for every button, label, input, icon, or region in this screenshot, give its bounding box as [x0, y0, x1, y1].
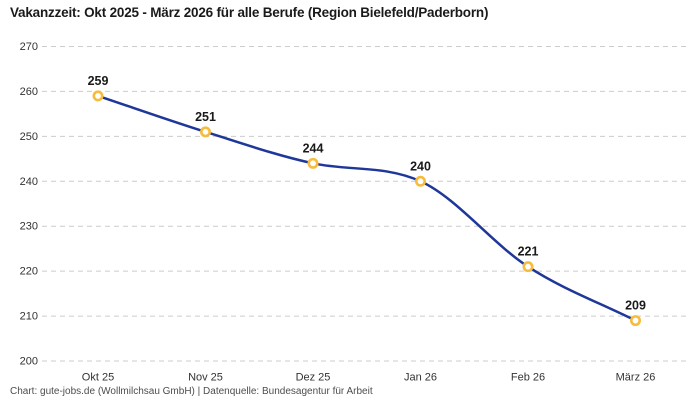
- data-point-label: 209: [625, 299, 646, 313]
- y-tick-label: 270: [20, 41, 38, 53]
- data-point-marker: [629, 315, 641, 327]
- y-tick-label: 230: [20, 221, 38, 233]
- x-axis-tick-labels: Okt 25 Nov 25 Dez 25 Jan 26 Feb 26 März 26: [82, 372, 656, 384]
- data-point-label: 240: [410, 159, 431, 173]
- x-tick-label: Jan 26: [404, 372, 437, 384]
- x-tick-label: Okt 25: [82, 372, 114, 384]
- data-point-marker: [92, 90, 104, 102]
- y-tick-label: 250: [20, 131, 38, 143]
- data-point-marker: [307, 157, 319, 169]
- series-line: [96, 94, 637, 322]
- data-points-group: [92, 90, 641, 327]
- y-tick-label: 220: [20, 266, 38, 278]
- x-tick-label: Dez 25: [296, 372, 331, 384]
- y-tick-label: 210: [20, 311, 38, 323]
- data-point-label: 259: [88, 74, 109, 88]
- data-point-label: 251: [195, 110, 216, 124]
- y-tick-label: 200: [20, 356, 38, 368]
- data-point-marker: [522, 261, 534, 273]
- gridlines-group: [42, 46, 686, 362]
- data-point-label: 221: [518, 245, 539, 259]
- data-point-label: 244: [303, 141, 324, 155]
- data-point-marker: [414, 175, 426, 187]
- chart-title: Vakanzzeit: Okt 2025 - März 2026 für all…: [10, 5, 489, 20]
- data-point-marker: [200, 126, 212, 138]
- x-tick-label: Nov 25: [188, 372, 223, 384]
- y-tick-label: 260: [20, 86, 38, 98]
- y-axis-tick-labels: 200 210 220 230 240 250 260 270: [20, 41, 38, 368]
- x-tick-label: Feb 26: [511, 372, 545, 384]
- chart-footer-attribution: Chart: gute-jobs.de (Wollmilchsau GmbH) …: [10, 386, 373, 397]
- y-tick-label: 240: [20, 176, 38, 188]
- data-labels-group: 259 251 244 240 221 209: [88, 74, 646, 313]
- x-tick-label: März 26: [616, 372, 656, 384]
